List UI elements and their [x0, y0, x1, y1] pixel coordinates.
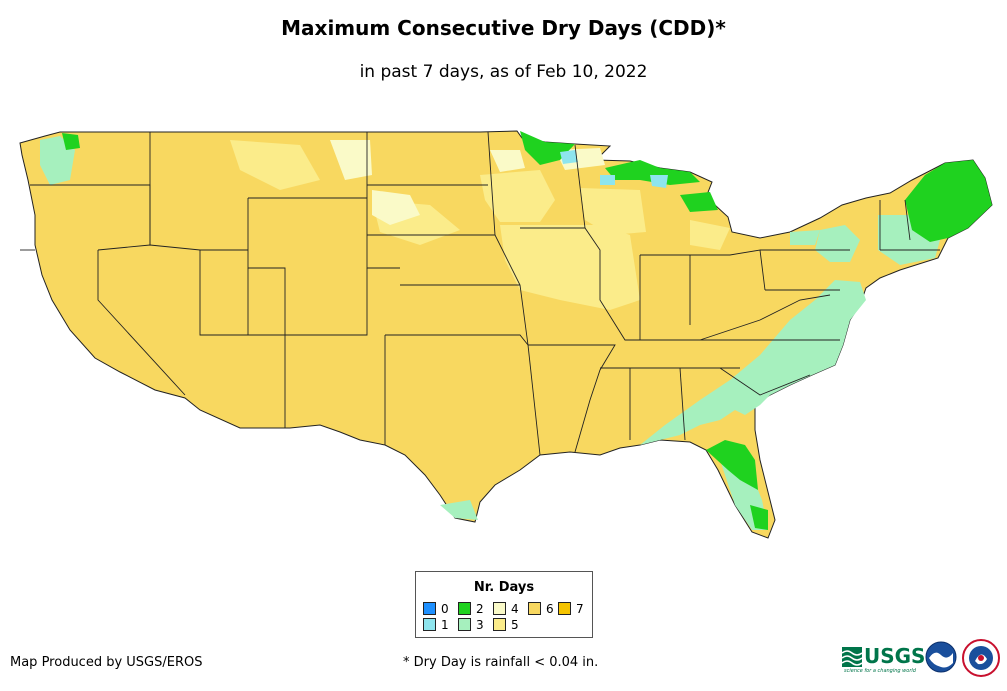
legend-swatch: [458, 602, 471, 615]
legend-item-2: 2: [458, 602, 484, 616]
legend-title: Nr. Days: [473, 580, 535, 595]
day5-regions: [230, 140, 730, 310]
legend-label: 2: [476, 602, 484, 616]
day2-regions: [62, 131, 992, 530]
legend-swatch: [528, 602, 541, 615]
state-borders: [20, 131, 940, 456]
usgs-wave-icon: [842, 647, 862, 667]
legend-swatch: [493, 618, 506, 631]
usgs-logo: USGS science for a changing world: [842, 643, 925, 674]
legend-label: 7: [576, 602, 584, 616]
usgs-wordmark: USGS: [864, 644, 926, 668]
legend-swatch: [423, 618, 436, 631]
legend-item-3: 3: [458, 618, 484, 632]
legend-swatch: [423, 602, 436, 615]
map-credit: Map Produced by USGS/EROS: [10, 655, 203, 670]
legend-swatch: [558, 602, 571, 615]
us-dry-days-map: [19, 130, 993, 539]
nws-logo: [962, 639, 1000, 677]
legend-label: 6: [546, 602, 554, 616]
legend-item-5: 5: [493, 618, 519, 632]
map-title: Maximum Consecutive Dry Days (CDD)*: [281, 16, 726, 40]
legend-item-4: 4: [493, 602, 519, 616]
day1-regions: [560, 150, 668, 188]
legend-label: 5: [511, 618, 519, 632]
legend-label: 3: [476, 618, 484, 632]
legend: Nr. Days 0 1 2 3 4 5 6 7: [415, 571, 593, 638]
legend-item-1: 1: [423, 618, 449, 632]
legend-swatch: [493, 602, 506, 615]
usgs-tagline: science for a changing world: [844, 668, 916, 674]
map-subtitle: in past 7 days, as of Feb 10, 2022: [359, 62, 648, 82]
legend-label: 1: [441, 618, 449, 632]
legend-label: 4: [511, 602, 519, 616]
legend-label: 0: [441, 602, 449, 616]
dry-day-footnote: * Dry Day is rainfall < 0.04 in.: [403, 655, 599, 670]
legend-item-7: 7: [558, 602, 584, 616]
legend-item-0: 0: [423, 602, 449, 616]
legend-item-6: 6: [528, 602, 554, 616]
legend-swatch: [458, 618, 471, 631]
noaa-logo: [925, 641, 957, 673]
